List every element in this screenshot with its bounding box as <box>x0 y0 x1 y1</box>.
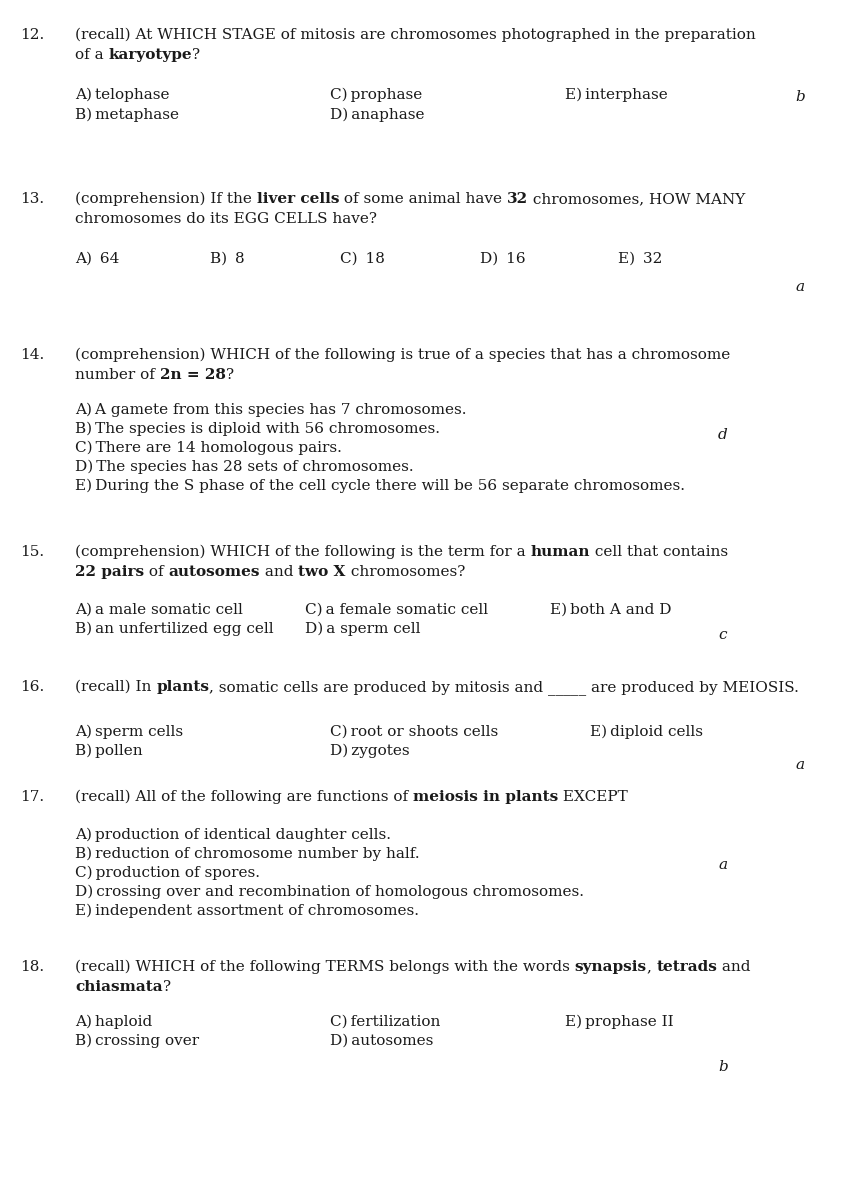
Text: liver cells: liver cells <box>256 192 340 206</box>
Text: E) independent assortment of chromosomes.: E) independent assortment of chromosomes… <box>75 904 419 918</box>
Text: of: of <box>144 565 169 578</box>
Text: (recall) WHICH of the following TERMS belongs with the words: (recall) WHICH of the following TERMS be… <box>75 960 575 974</box>
Text: 2n = 28: 2n = 28 <box>160 368 226 382</box>
Text: and: and <box>717 960 751 974</box>
Text: D) a sperm cell: D) a sperm cell <box>305 622 420 636</box>
Text: D) zygotes: D) zygotes <box>330 744 409 758</box>
Text: D) anaphase: D) anaphase <box>330 108 424 122</box>
Text: number of: number of <box>75 368 160 382</box>
Text: (comprehension) WHICH of the following is true of a species that has a chromosom: (comprehension) WHICH of the following i… <box>75 348 730 362</box>
Text: D) autosomes: D) autosomes <box>330 1034 433 1048</box>
Text: of a: of a <box>75 48 109 62</box>
Text: autosomes: autosomes <box>169 565 260 578</box>
Text: karyotype: karyotype <box>109 48 192 62</box>
Text: of some animal have: of some animal have <box>340 192 507 206</box>
Text: cell that contains: cell that contains <box>590 545 728 559</box>
Text: ,: , <box>647 960 656 974</box>
Text: b: b <box>795 90 805 104</box>
Text: d: d <box>718 428 728 442</box>
Text: A) haploid: A) haploid <box>75 1015 152 1030</box>
Text: 14.: 14. <box>20 348 44 362</box>
Text: C) prophase: C) prophase <box>330 88 422 102</box>
Text: E) both A and D: E) both A and D <box>550 602 672 617</box>
Text: D) crossing over and recombination of homologous chromosomes.: D) crossing over and recombination of ho… <box>75 886 584 899</box>
Text: ?: ? <box>192 48 200 62</box>
Text: c: c <box>718 628 727 642</box>
Text: E)  32: E) 32 <box>618 252 662 266</box>
Text: two X: two X <box>299 565 346 578</box>
Text: A) a male somatic cell: A) a male somatic cell <box>75 602 243 617</box>
Text: B) an unfertilized egg cell: B) an unfertilized egg cell <box>75 622 273 636</box>
Text: C) fertilization: C) fertilization <box>330 1015 441 1028</box>
Text: B)  8: B) 8 <box>210 252 245 266</box>
Text: synapsis: synapsis <box>575 960 647 974</box>
Text: ?: ? <box>226 368 233 382</box>
Text: A) sperm cells: A) sperm cells <box>75 725 183 739</box>
Text: A) production of identical daughter cells.: A) production of identical daughter cell… <box>75 828 391 842</box>
Text: a: a <box>718 858 727 872</box>
Text: EXCEPT: EXCEPT <box>559 790 628 804</box>
Text: chromosomes, HOW MANY: chromosomes, HOW MANY <box>528 192 745 206</box>
Text: C)  18: C) 18 <box>340 252 385 266</box>
Text: tetrads: tetrads <box>656 960 717 974</box>
Text: B) pollen: B) pollen <box>75 744 143 758</box>
Text: (recall) All of the following are functions of: (recall) All of the following are functi… <box>75 790 413 804</box>
Text: plants: plants <box>156 680 209 694</box>
Text: E) During the S phase of the cell cycle there will be 56 separate chromosomes.: E) During the S phase of the cell cycle … <box>75 479 685 493</box>
Text: B) The species is diploid with 56 chromosomes.: B) The species is diploid with 56 chromo… <box>75 422 440 437</box>
Text: C) There are 14 homologous pairs.: C) There are 14 homologous pairs. <box>75 440 342 455</box>
Text: A) A gamete from this species has 7 chromosomes.: A) A gamete from this species has 7 chro… <box>75 403 466 418</box>
Text: B) crossing over: B) crossing over <box>75 1034 200 1049</box>
Text: a: a <box>795 280 804 294</box>
Text: A) telophase: A) telophase <box>75 88 170 102</box>
Text: a: a <box>795 758 804 772</box>
Text: 16.: 16. <box>20 680 44 694</box>
Text: meiosis in plants: meiosis in plants <box>413 790 559 804</box>
Text: 17.: 17. <box>20 790 44 804</box>
Text: chiasmata: chiasmata <box>75 980 163 994</box>
Text: 15.: 15. <box>20 545 44 559</box>
Text: 32: 32 <box>507 192 528 206</box>
Text: D) The species has 28 sets of chromosomes.: D) The species has 28 sets of chromosome… <box>75 460 413 474</box>
Text: (comprehension) WHICH of the following is the term for a: (comprehension) WHICH of the following i… <box>75 545 531 559</box>
Text: C) a female somatic cell: C) a female somatic cell <box>305 602 488 617</box>
Text: 18.: 18. <box>20 960 44 974</box>
Text: E) diploid cells: E) diploid cells <box>590 725 703 739</box>
Text: b: b <box>718 1060 728 1074</box>
Text: 22 pairs: 22 pairs <box>75 565 144 578</box>
Text: chromosomes?: chromosomes? <box>346 565 465 578</box>
Text: E) interphase: E) interphase <box>565 88 668 102</box>
Text: (recall) At WHICH STAGE of mitosis are chromosomes photographed in the preparati: (recall) At WHICH STAGE of mitosis are c… <box>75 28 756 42</box>
Text: and: and <box>260 565 299 578</box>
Text: 13.: 13. <box>20 192 44 206</box>
Text: D)  16: D) 16 <box>480 252 526 266</box>
Text: A)  64: A) 64 <box>75 252 120 266</box>
Text: , somatic cells are produced by mitosis and _____ are produced by MEIOSIS.: , somatic cells are produced by mitosis … <box>209 680 799 695</box>
Text: ?: ? <box>163 980 171 994</box>
Text: (recall) In: (recall) In <box>75 680 156 694</box>
Text: C) production of spores.: C) production of spores. <box>75 866 260 881</box>
Text: chromosomes do its EGG CELLS have?: chromosomes do its EGG CELLS have? <box>75 212 377 226</box>
Text: (comprehension) If the: (comprehension) If the <box>75 192 256 206</box>
Text: B) reduction of chromosome number by half.: B) reduction of chromosome number by hal… <box>75 847 419 862</box>
Text: human: human <box>531 545 590 559</box>
Text: 12.: 12. <box>20 28 44 42</box>
Text: C) root or shoots cells: C) root or shoots cells <box>330 725 498 739</box>
Text: B) metaphase: B) metaphase <box>75 108 179 122</box>
Text: E) prophase II: E) prophase II <box>565 1015 673 1030</box>
